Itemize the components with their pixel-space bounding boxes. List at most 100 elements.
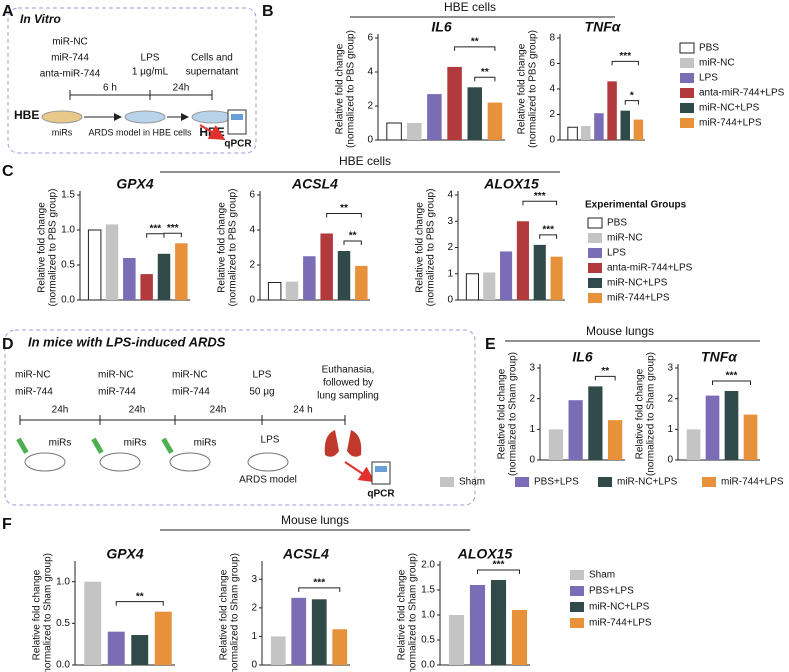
sig-label: *** (726, 371, 738, 382)
group-header: HBE cells (444, 0, 496, 14)
panel-a-title: In Vitro (20, 12, 61, 26)
sig-bracket (115, 601, 164, 606)
bar (705, 395, 720, 460)
y-tick-label: 3 (529, 363, 535, 374)
y-axis-label: (normalized to Sham group) (408, 553, 419, 672)
mirs: miRs (194, 438, 217, 449)
chart-title: ACSL4 (282, 546, 329, 562)
y-tick-label: 2 (549, 109, 555, 120)
bar (332, 629, 348, 665)
lungs (324, 430, 362, 457)
legend-swatch (702, 477, 716, 487)
y-tick-label: 6 (549, 58, 555, 69)
y-tick-label: 2 (447, 242, 453, 253)
arrow (199, 124, 226, 141)
y-tick-label: 1 (529, 424, 535, 435)
qpcr-icon (227, 109, 247, 135)
legend-swatch (588, 233, 602, 243)
chart-title: ALOX15 (457, 546, 513, 562)
treatment: miR-744 (51, 53, 89, 64)
legend-label: miR-744+LPS (589, 618, 652, 629)
y-tick-label: 2 (667, 393, 673, 404)
legend-label: Sham (459, 477, 485, 488)
sig-label: ** (601, 366, 609, 377)
y-tick-label: 0 (447, 295, 453, 306)
y-tick-label: 4 (549, 84, 555, 95)
time: 24h (129, 405, 146, 416)
y-tick-label: 0 (549, 135, 555, 146)
treatment: miR-NC (98, 370, 134, 381)
time: 24h (52, 405, 69, 416)
bar (483, 272, 496, 300)
bar (469, 585, 486, 665)
sig-label: *** (149, 223, 161, 234)
panel-d-box (4, 329, 476, 506)
sig-label: ** (136, 591, 144, 602)
sig-label: * (630, 90, 634, 101)
y-axis-label: (normalized to PBS group) (228, 189, 239, 307)
y-axis-label: Relative fold change (497, 368, 508, 459)
bar (533, 244, 546, 300)
y-tick-label: 6 (249, 190, 255, 201)
bar (131, 635, 149, 665)
chart-title: ACSL4 (291, 176, 338, 192)
bar (594, 113, 604, 140)
mouse (247, 452, 289, 472)
lps-dose: 50 μg (249, 387, 274, 398)
legend-label: anta-miR-744+LPS (607, 263, 693, 274)
y-axis-label: Relative fold change (335, 43, 346, 134)
bar (337, 251, 351, 300)
legend-label: miR-NC (607, 233, 643, 244)
bar (311, 599, 327, 665)
legend-label: miR-744+LPS (607, 293, 670, 304)
bar (320, 233, 333, 300)
sig-bracket (712, 380, 751, 385)
bar (105, 224, 119, 300)
cells: supernatant (186, 67, 239, 78)
bar (516, 221, 529, 300)
legend-swatch (680, 88, 694, 98)
panel-label: B (262, 3, 274, 20)
y-tick-label: 2 (529, 393, 535, 404)
legend-label: miR-NC+LPS (699, 103, 760, 114)
sig-bracket (624, 100, 639, 105)
y-tick-label: 1.0 (61, 225, 75, 236)
sig-label: *** (619, 51, 631, 62)
y-axis-label: Relative fold change (32, 569, 43, 660)
sig-bracket (539, 234, 558, 239)
legend-swatch (570, 570, 584, 580)
bar (724, 391, 739, 460)
group-header: HBE cells (339, 154, 391, 168)
treatment: miR-744 (15, 387, 53, 398)
sig-bracket (298, 587, 341, 592)
bar (633, 119, 644, 140)
treatment: miR-744 (98, 387, 136, 398)
bar (568, 400, 583, 460)
time: 24h (173, 83, 190, 94)
legend-swatch (679, 42, 695, 54)
y-axis-label: (normalized to Sham group) (508, 352, 519, 476)
ards-label: ARDS model in HBE cells (88, 127, 192, 137)
arrow (344, 461, 376, 483)
legend-swatch (680, 73, 694, 83)
y-axis-label: Relative fold change (219, 569, 230, 660)
sig-label: ** (471, 37, 479, 48)
sig-bracket (477, 569, 520, 574)
legend-label: PBS (607, 218, 627, 229)
ards-label: ARDS model (239, 475, 297, 486)
lps-mouse: LPS (261, 435, 280, 446)
bar (123, 258, 136, 300)
bar (157, 253, 171, 300)
bar (355, 265, 368, 300)
cells: Cells and (191, 53, 233, 64)
bar (743, 414, 758, 460)
sig-bracket (326, 213, 362, 218)
bar (490, 580, 507, 665)
legend-swatch (680, 103, 694, 113)
y-tick-label: 1 (667, 424, 673, 435)
bar (548, 429, 563, 460)
group-header: Mouse lungs (586, 324, 654, 338)
bar (465, 273, 479, 301)
y-tick-label: 0.0 (61, 295, 75, 306)
